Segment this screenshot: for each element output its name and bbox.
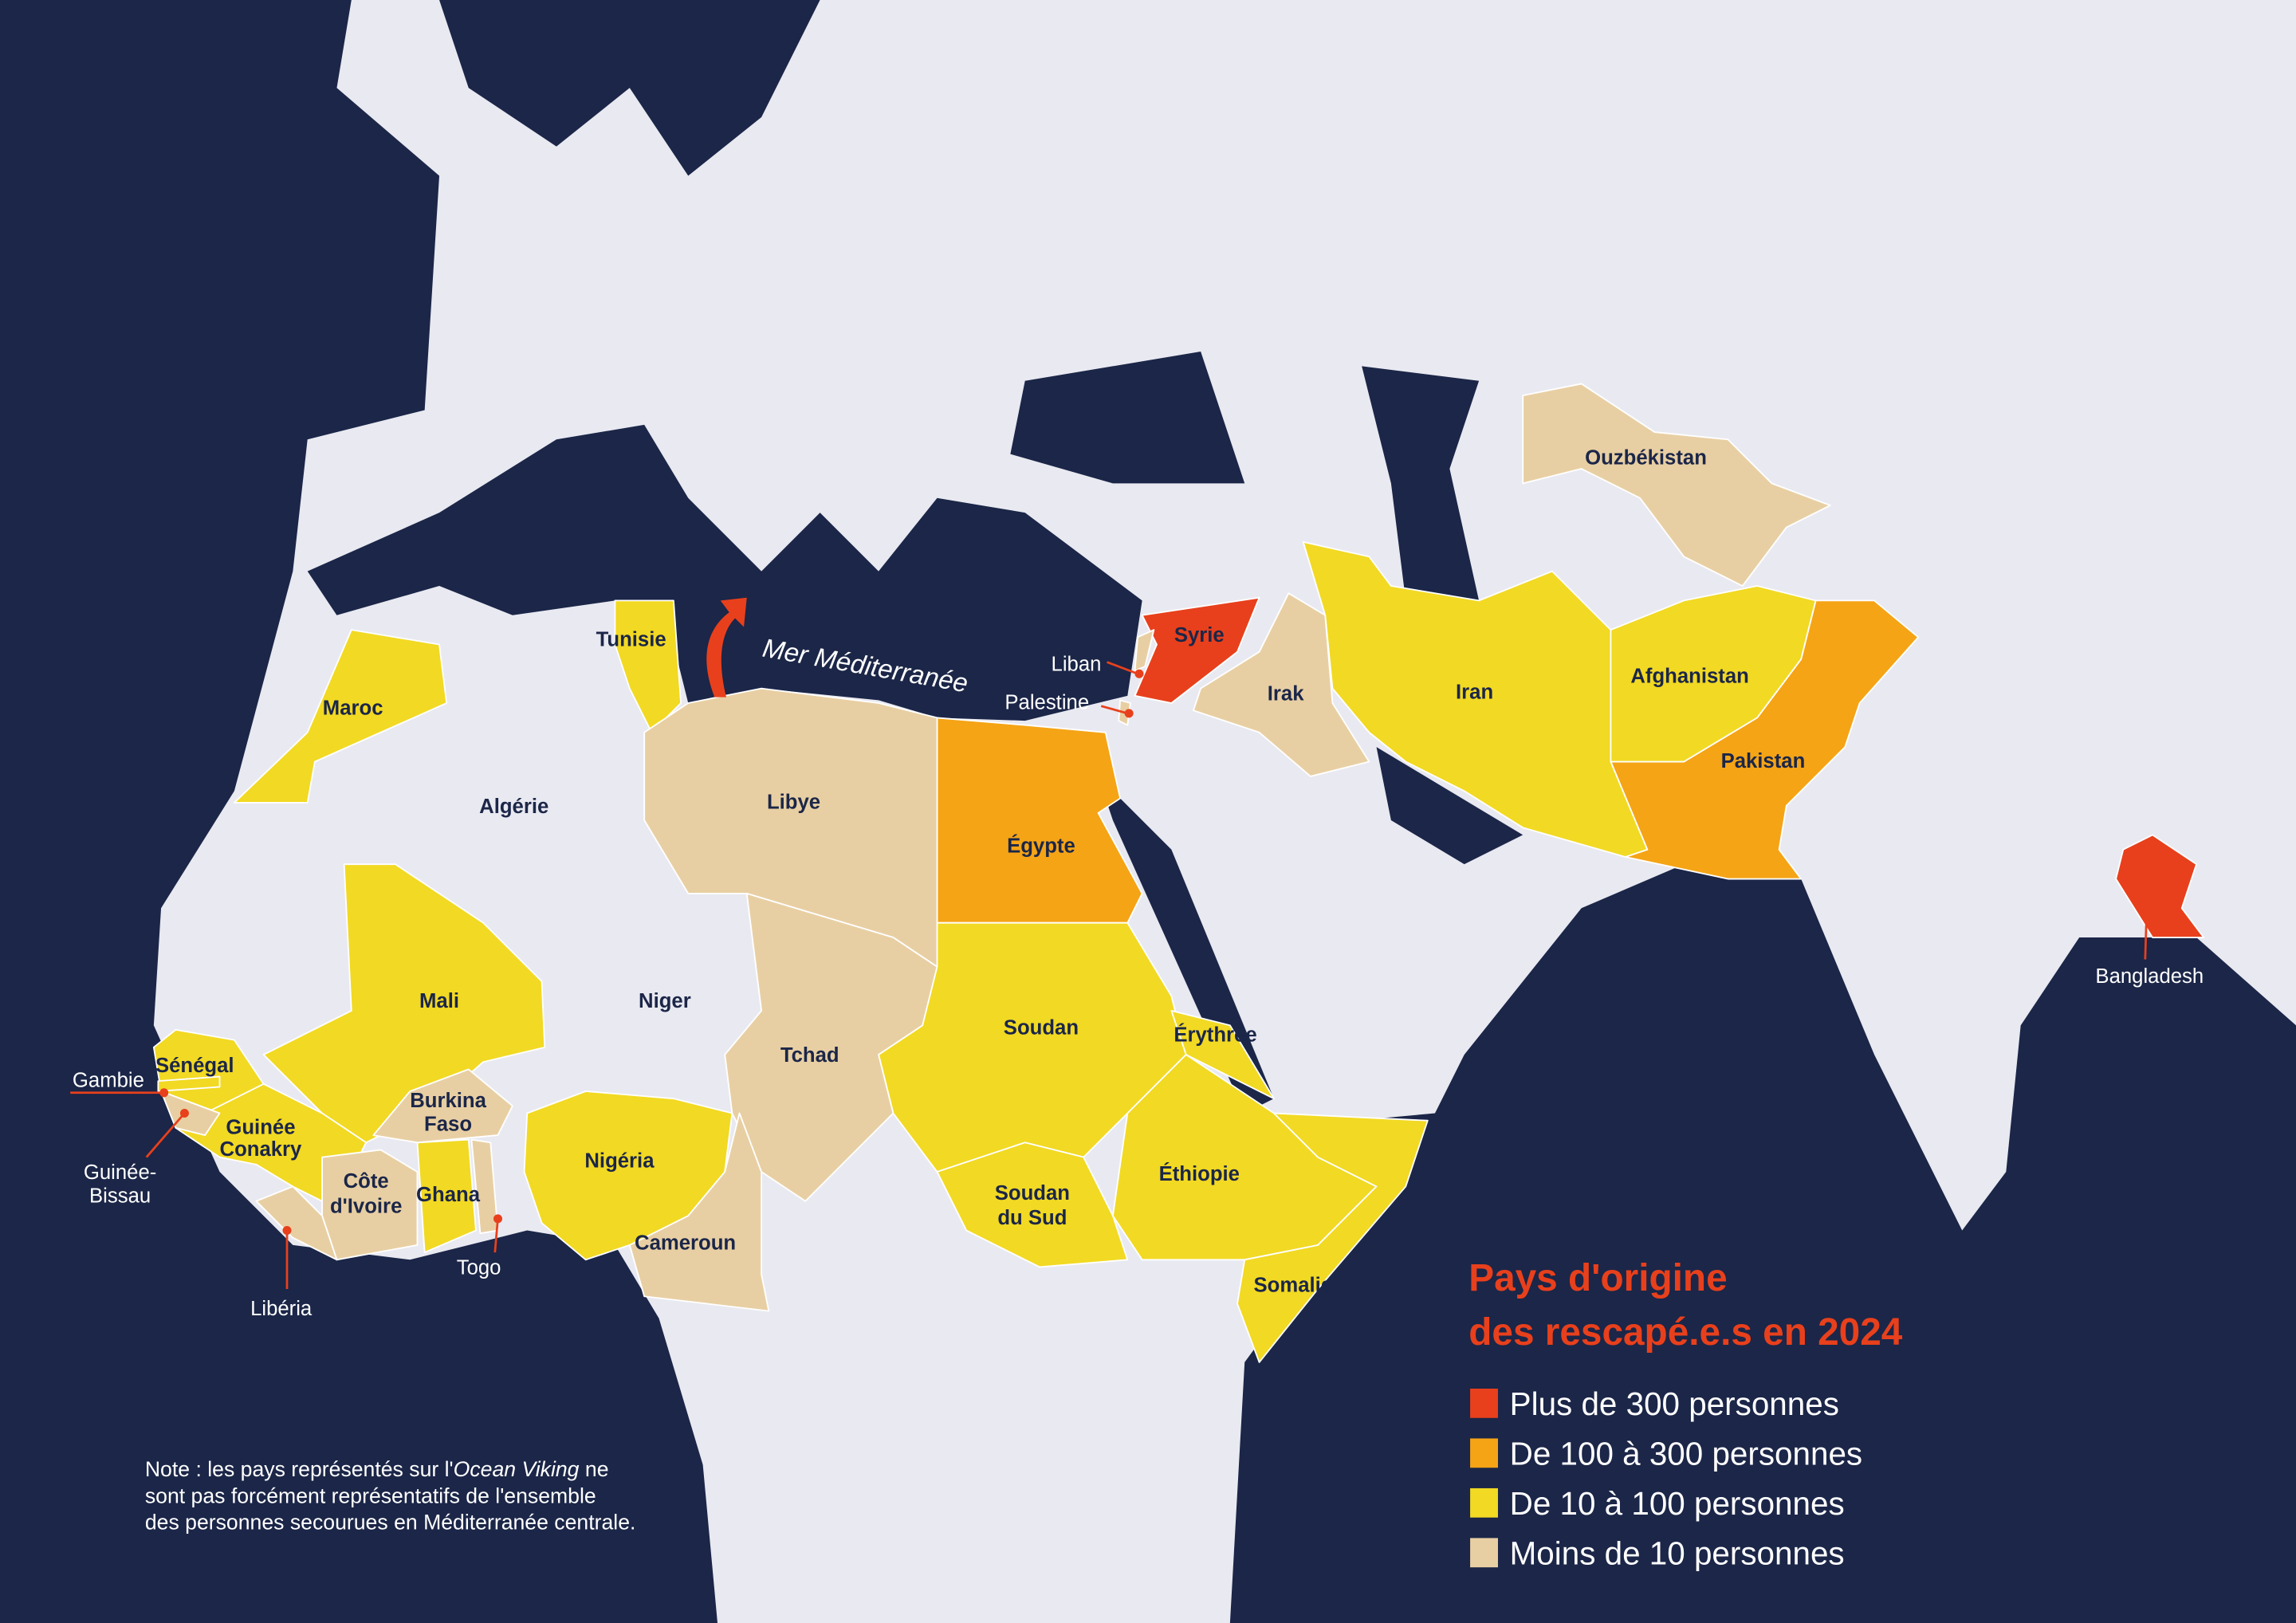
label-egypte: Égypte [1007, 834, 1075, 857]
country-ouzbekistan[interactable] [1522, 383, 1831, 587]
legend-label-under-10: Moins de 10 personnes [1510, 1535, 1845, 1571]
legend-title-line2: des rescapé.e.s en 2024 [1468, 1311, 1903, 1354]
label-cote-divoire-2: d'Ivoire [330, 1195, 402, 1217]
country-erythree[interactable] [1170, 1009, 1275, 1100]
label-soudan: Soudan [1004, 1016, 1079, 1039]
note-line1: Note : les pays représentés sur l'Ocean … [145, 1457, 609, 1481]
country-soudan-du-sud[interactable] [936, 1142, 1129, 1268]
label-maroc: Maroc [323, 698, 383, 720]
country-liban[interactable] [1134, 629, 1155, 672]
legend: Pays d'origine des rescapé.e.s en 2024 P… [1468, 1257, 1903, 1572]
persian-gulf [1376, 747, 1523, 865]
label-palestine: Palestine [1005, 691, 1089, 713]
countries [152, 383, 2205, 1363]
country-maroc[interactable] [233, 629, 448, 804]
label-soudan-du-sud-1: Soudan [995, 1182, 1070, 1204]
legend-swatch-under-10 [1470, 1538, 1498, 1568]
label-erythree: Érythrée [1174, 1023, 1256, 1046]
legend-title-line1: Pays d'origine [1468, 1257, 1727, 1299]
label-liberia: Libéria [250, 1298, 313, 1320]
label-togo: Togo [457, 1257, 501, 1279]
label-guinee-conakry-1: Guinée [226, 1116, 295, 1138]
label-burkina-faso-2: Faso [424, 1114, 472, 1136]
country-tchad[interactable] [724, 892, 938, 1202]
label-afghanistan: Afghanistan [1630, 665, 1748, 687]
country-cameroun[interactable] [628, 1112, 770, 1312]
country-afghanistan[interactable] [1610, 585, 1817, 763]
country-irak[interactable] [1193, 592, 1370, 777]
country-syrie[interactable] [1134, 596, 1260, 704]
caspian-sea [1362, 366, 1480, 601]
label-burkina-faso-1: Burkina [410, 1090, 486, 1112]
mediterranean-sea [307, 424, 1142, 721]
legend-label-100-300: De 100 à 300 personnes [1510, 1436, 1862, 1472]
country-somalie[interactable] [1236, 1112, 1429, 1363]
footnote: Note : les pays représentés sur l'Ocean … [145, 1457, 636, 1534]
label-senegal: Sénégal [155, 1055, 234, 1077]
label-somalie: Somalie [1254, 1275, 1333, 1297]
country-bangladesh[interactable] [2115, 834, 2205, 938]
label-pointers [70, 661, 2152, 1290]
crossing-arrow-icon [706, 597, 747, 698]
legend-swatch-10-100 [1470, 1487, 1498, 1518]
label-gambie: Gambie [73, 1069, 144, 1091]
label-tunisie: Tunisie [596, 628, 666, 650]
label-guinee-bissau-2: Bissau [89, 1185, 151, 1208]
label-libye: Libye [767, 791, 820, 813]
label-cote-divoire-1: Côte [344, 1170, 389, 1193]
label-mali: Mali [419, 990, 459, 1012]
north-sea [439, 0, 820, 176]
label-ethiopie: Éthiopie [1159, 1162, 1240, 1185]
legend-label-over-300: Plus de 300 personnes [1510, 1385, 1839, 1422]
label-soudan-du-sud-2: du Sud [997, 1207, 1067, 1229]
label-nigeria: Nigéria [584, 1150, 655, 1173]
label-iran: Iran [1456, 682, 1493, 704]
label-liban: Liban [1052, 654, 1102, 676]
label-guinee-bissau-1: Guinée- [84, 1161, 156, 1184]
country-labels: Syrie Bangladesh Égypte Pakistan Tunisie… [73, 446, 2204, 1320]
indian-ocean [1229, 864, 2296, 1623]
label-niger: Niger [639, 990, 691, 1012]
legend-swatch-over-300 [1470, 1388, 1498, 1418]
country-burkina-faso[interactable] [372, 1068, 513, 1144]
country-gambie[interactable] [157, 1075, 221, 1092]
label-cameroun: Cameroun [635, 1232, 736, 1254]
label-ghana: Ghana [416, 1184, 481, 1206]
atlantic-ocean [0, 0, 718, 1623]
country-ghana[interactable] [416, 1138, 477, 1254]
label-guinee-conakry-2: Conakry [220, 1138, 303, 1161]
note-line2: sont pas forcément représentatifs de l'e… [145, 1483, 596, 1507]
note-line3: des personnes secourues en Méditerranée … [145, 1510, 636, 1534]
black-sea [1010, 352, 1245, 484]
legend-swatch-100-300 [1470, 1438, 1498, 1468]
label-tchad: Tchad [780, 1044, 839, 1067]
label-pakistan: Pakistan [1721, 750, 1806, 772]
label-syrie: Syrie [1174, 624, 1225, 646]
label-bangladesh: Bangladesh [2095, 965, 2204, 988]
label-irak: Irak [1268, 682, 1304, 705]
label-ouzbekistan: Ouzbékistan [1585, 446, 1707, 469]
label-algerie: Algérie [479, 796, 548, 818]
legend-label-10-100: De 10 à 100 personnes [1510, 1485, 1845, 1522]
country-iran[interactable] [1302, 540, 1649, 858]
